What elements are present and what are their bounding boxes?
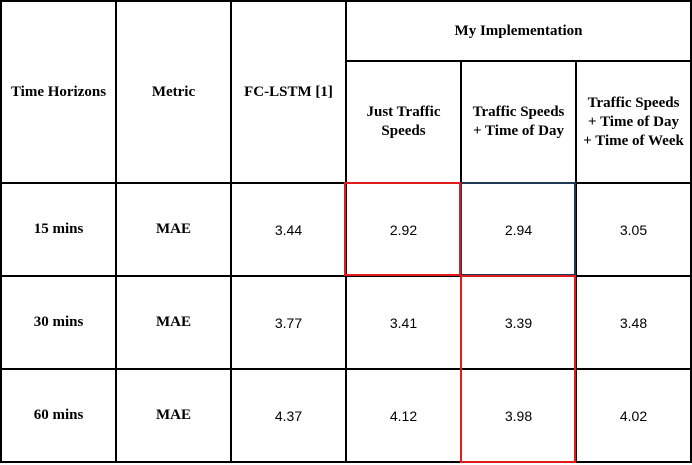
row-metric: MAE [115, 275, 232, 370]
header-time-horizons: Time Horizons [0, 0, 117, 184]
header-speeds-time-of-day: Traffic Speeds + Time of Day [460, 60, 577, 184]
table-row: 15 mins MAE 3.44 2.92 2.94 3.05 [0, 182, 692, 277]
header-fc-lstm: FC-LSTM [1] [230, 0, 347, 184]
cell-time-of-day: 2.94 [460, 182, 577, 277]
table-row: 30 mins MAE 3.77 3.41 3.39 3.48 [0, 275, 692, 370]
cell-fc-lstm: 4.37 [230, 368, 347, 463]
header-metric: Metric [115, 0, 232, 184]
row-horizon: 60 mins [0, 368, 117, 463]
cell-time-of-day: 3.98 [460, 368, 577, 463]
header-row-top: Time Horizons Metric FC-LSTM [1] My Impl… [0, 0, 692, 184]
table-row: 60 mins MAE 4.37 4.12 3.98 4.02 [0, 368, 692, 463]
cell-just-traffic: 2.92 [345, 182, 462, 277]
row-metric: MAE [115, 368, 232, 463]
cell-time-of-week: 3.05 [574, 182, 692, 277]
cell-time-of-day: 3.39 [460, 275, 577, 370]
header-row-sub: Just Traffic Speeds Traffic Speeds + Tim… [1, 60, 692, 184]
header-my-implementation: My Implementation [344, 0, 692, 62]
row-horizon: 15 mins [0, 182, 117, 277]
cell-fc-lstm: 3.77 [230, 275, 347, 370]
header-just-traffic-speeds: Just Traffic Speeds [345, 60, 462, 184]
header-speeds-day-week: Traffic Speeds + Time of Day + Time of W… [574, 60, 692, 184]
row-metric: MAE [115, 182, 232, 277]
cell-time-of-week: 3.48 [574, 275, 692, 370]
cell-time-of-week: 4.02 [574, 368, 692, 463]
cell-just-traffic: 4.12 [345, 368, 462, 463]
cell-fc-lstm: 3.44 [230, 182, 347, 277]
cell-just-traffic: 3.41 [345, 275, 462, 370]
row-horizon: 30 mins [0, 275, 117, 370]
